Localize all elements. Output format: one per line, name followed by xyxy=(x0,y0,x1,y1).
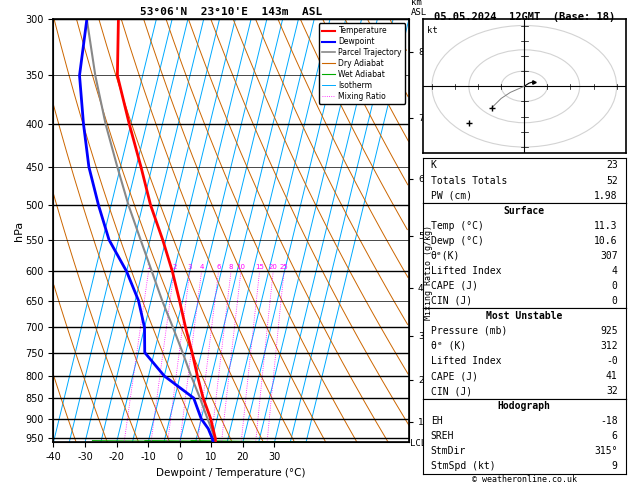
Text: SREH: SREH xyxy=(431,431,454,441)
Text: km
ASL: km ASL xyxy=(411,0,427,17)
Text: CAPE (J): CAPE (J) xyxy=(431,281,478,291)
Text: 23: 23 xyxy=(606,160,618,171)
Text: 10.6: 10.6 xyxy=(594,236,618,246)
Text: CAPE (J): CAPE (J) xyxy=(431,371,478,381)
Text: 925: 925 xyxy=(600,326,618,336)
Text: Temp (°C): Temp (°C) xyxy=(431,221,484,231)
Text: Lifted Index: Lifted Index xyxy=(431,356,501,366)
Text: LCL: LCL xyxy=(410,438,426,448)
Text: Surface: Surface xyxy=(504,206,545,216)
Text: 312: 312 xyxy=(600,341,618,351)
Legend: Temperature, Dewpoint, Parcel Trajectory, Dry Adiabat, Wet Adiabat, Isotherm, Mi: Temperature, Dewpoint, Parcel Trajectory… xyxy=(319,23,405,104)
Text: Dewp (°C): Dewp (°C) xyxy=(431,236,484,246)
Text: Hodograph: Hodograph xyxy=(498,401,551,411)
Text: Totals Totals: Totals Totals xyxy=(431,175,507,186)
Text: θᵉ(K): θᵉ(K) xyxy=(431,251,460,260)
Text: 8: 8 xyxy=(229,264,233,270)
Text: -0: -0 xyxy=(606,356,618,366)
Text: 6: 6 xyxy=(612,431,618,441)
Text: 4: 4 xyxy=(612,266,618,276)
Text: 2: 2 xyxy=(172,264,176,270)
Text: Mixing Ratio (g/kg): Mixing Ratio (g/kg) xyxy=(425,225,433,320)
Text: StmSpd (kt): StmSpd (kt) xyxy=(431,461,496,471)
Text: CIN (J): CIN (J) xyxy=(431,296,472,306)
Text: kt: kt xyxy=(427,25,438,35)
Text: 4: 4 xyxy=(199,264,204,270)
Text: 20: 20 xyxy=(269,264,278,270)
Text: EH: EH xyxy=(431,416,443,426)
Text: © weatheronline.co.uk: © weatheronline.co.uk xyxy=(472,474,577,484)
Text: 41: 41 xyxy=(606,371,618,381)
Text: 3: 3 xyxy=(188,264,192,270)
Text: 0: 0 xyxy=(612,296,618,306)
Text: 6: 6 xyxy=(216,264,221,270)
Text: 9: 9 xyxy=(612,461,618,471)
Text: θᵉ (K): θᵉ (K) xyxy=(431,341,466,351)
Text: 315°: 315° xyxy=(594,446,618,456)
Text: 05.05.2024  12GMT  (Base: 18): 05.05.2024 12GMT (Base: 18) xyxy=(433,12,615,22)
Text: PW (cm): PW (cm) xyxy=(431,191,472,201)
Text: 10: 10 xyxy=(237,264,245,270)
Text: 11.3: 11.3 xyxy=(594,221,618,231)
Text: Pressure (mb): Pressure (mb) xyxy=(431,326,507,336)
Text: 15: 15 xyxy=(255,264,264,270)
Text: -18: -18 xyxy=(600,416,618,426)
Text: 32: 32 xyxy=(606,386,618,396)
Text: 307: 307 xyxy=(600,251,618,260)
Text: 52: 52 xyxy=(606,175,618,186)
Text: StmDir: StmDir xyxy=(431,446,466,456)
Text: 0: 0 xyxy=(612,281,618,291)
Y-axis label: hPa: hPa xyxy=(14,221,24,241)
Text: 1: 1 xyxy=(147,264,151,270)
Text: 25: 25 xyxy=(280,264,289,270)
Text: Lifted Index: Lifted Index xyxy=(431,266,501,276)
X-axis label: Dewpoint / Temperature (°C): Dewpoint / Temperature (°C) xyxy=(157,468,306,478)
Text: CIN (J): CIN (J) xyxy=(431,386,472,396)
Text: 1.98: 1.98 xyxy=(594,191,618,201)
Text: Most Unstable: Most Unstable xyxy=(486,311,562,321)
Text: K: K xyxy=(431,160,437,171)
Title: 53°06'N  23°10'E  143m  ASL: 53°06'N 23°10'E 143m ASL xyxy=(140,7,322,17)
